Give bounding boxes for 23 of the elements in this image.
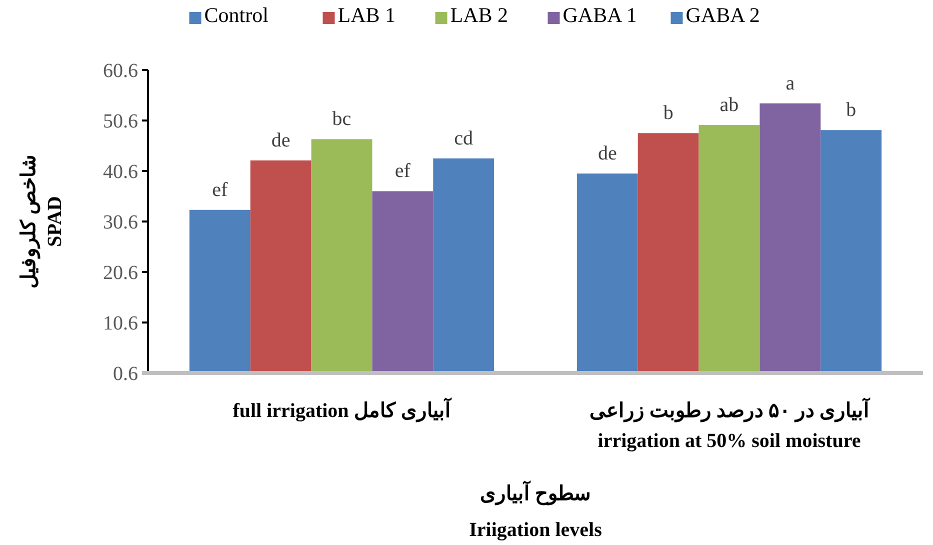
y-tick-label: 40.6: [103, 161, 138, 183]
x-tick-label: full irrigation آبیاری کامل: [232, 397, 452, 423]
y-tick-label: 60.6: [103, 60, 138, 82]
data-label: ef: [394, 160, 411, 182]
data-label: a: [786, 72, 795, 94]
legend-label: LAB 2: [450, 3, 508, 27]
data-label: ef: [212, 178, 228, 201]
legend-label: Control: [204, 3, 269, 27]
y-tick-label: 10.6: [103, 312, 138, 334]
y-tick-label: 0.6: [113, 363, 138, 385]
y-tick-label: 50.6: [103, 110, 138, 132]
legend-label: LAB 1: [338, 3, 396, 27]
data-label: bc: [332, 108, 352, 130]
y-tick-label: 20.6: [103, 262, 138, 284]
data-label: cd: [454, 127, 474, 150]
data-label: de: [598, 142, 617, 165]
data-label: ab: [720, 94, 739, 116]
data-label: b: [846, 99, 856, 122]
legend-label: GABA 2: [686, 3, 760, 27]
data-label: de: [271, 129, 290, 152]
legend-label: GABA 1: [562, 3, 637, 27]
data-label: b: [663, 102, 674, 124]
y-tick-label: 30.6: [103, 212, 138, 234]
